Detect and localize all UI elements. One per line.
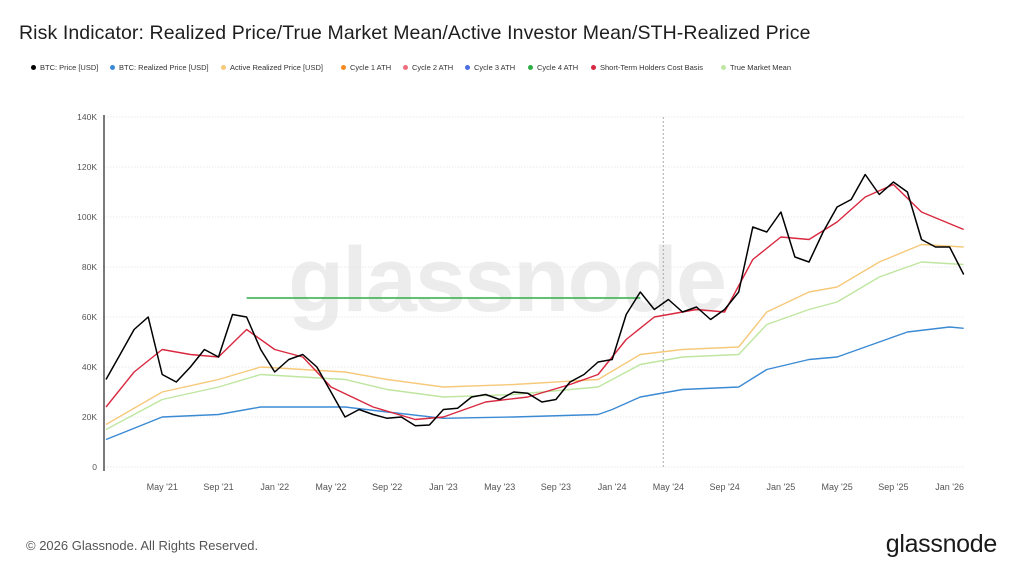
legend-item-realized-price[interactable]: BTC: Realized Price [USD] (110, 63, 209, 72)
series-btc-realized-price-usd (105, 326, 964, 441)
x-tick-label: May '22 (315, 482, 346, 492)
x-tick-label: Sep '24 (710, 482, 740, 492)
y-tick-label: 40K (82, 362, 97, 372)
legend-label: Cycle 4 ATH (537, 63, 579, 72)
legend-dot-icon (528, 64, 533, 70)
x-tick-label: Jan '26 (935, 482, 964, 492)
x-tick-label: Jan '22 (260, 482, 289, 492)
legend-item-cycle-4-ath[interactable]: Cycle 4 ATH (528, 63, 578, 72)
legend-dot-icon (403, 64, 408, 70)
x-axis: May '21 Sep '21 Jan '22 May '22 Sep '22 Jan '… (147, 482, 964, 492)
legend-label: Cycle 2 ATH (412, 63, 454, 72)
x-tick-label: Sep '22 (372, 482, 402, 492)
x-tick-label: May '25 (822, 482, 853, 492)
x-tick-label: Sep '23 (541, 482, 571, 492)
legend-dot-icon (591, 64, 596, 70)
legend-item-sth-cost-basis[interactable]: Short-Term Holders Cost Basis (591, 63, 703, 72)
watermark: glassnode (288, 229, 727, 331)
legend-dot-icon (721, 64, 726, 70)
y-axis: 0 20K 40K 60K 80K 100K 120K 140K (77, 112, 105, 472)
legend-label: Cycle 3 ATH (474, 63, 516, 72)
legend-dot-icon (221, 64, 226, 70)
series-group (105, 173, 965, 441)
copyright-footer: © 2026 Glassnode. All Rights Reserved. (26, 538, 259, 553)
legend-label: Cycle 1 ATH (350, 63, 392, 72)
legend-label: True Market Mean (730, 63, 791, 72)
legend-item-true-market-mean[interactable]: True Market Mean (721, 63, 791, 72)
y-tick-label: 20K (82, 412, 97, 422)
legend-item-cycle-1-ath[interactable]: Cycle 1 ATH (341, 63, 391, 72)
legend-item-btc-price[interactable]: BTC: Price [USD] (31, 63, 98, 72)
y-tick-label: 100K (77, 212, 97, 222)
x-tick-label: Sep '21 (203, 482, 233, 492)
series-true-market-mean (105, 261, 964, 431)
grid (104, 116, 965, 468)
legend-label: BTC: Price [USD] (40, 63, 99, 72)
y-tick-label: 140K (77, 112, 97, 122)
y-tick-label: 60K (82, 312, 97, 322)
chart-title: Risk Indicator: Realized Price/True Mark… (19, 22, 811, 44)
legend-item-cycle-3-ath[interactable]: Cycle 3 ATH (465, 63, 515, 72)
legend-item-cycle-2-ath[interactable]: Cycle 2 ATH (403, 63, 453, 72)
x-tick-label: May '24 (653, 482, 684, 492)
legend-dot-icon (110, 64, 115, 70)
series-btc-price-usd (105, 173, 965, 427)
legend-label: Short-Term Holders Cost Basis (600, 63, 703, 72)
glassnode-logo: glassnode (885, 530, 998, 558)
x-tick-label: Jan '23 (429, 482, 458, 492)
legend-label: Active Realized Price [USD] (230, 63, 323, 72)
legend-item-active-realized-price[interactable]: Active Realized Price [USD] (221, 63, 323, 72)
y-tick-label: 0 (92, 462, 97, 472)
x-tick-label: Jan '25 (767, 482, 796, 492)
legend-label: BTC: Realized Price [USD] (119, 63, 209, 72)
legend-dot-icon (465, 64, 470, 70)
x-tick-label: Jan '24 (598, 482, 627, 492)
y-tick-label: 80K (82, 262, 97, 272)
x-tick-label: Sep '25 (878, 482, 908, 492)
legend-dot-icon (341, 64, 346, 70)
legend-dot-icon (31, 64, 36, 70)
x-tick-label: May '23 (484, 482, 515, 492)
y-tick-label: 120K (77, 162, 97, 172)
x-tick-label: May '21 (147, 482, 178, 492)
series-active-realized-price-usd (105, 243, 964, 426)
